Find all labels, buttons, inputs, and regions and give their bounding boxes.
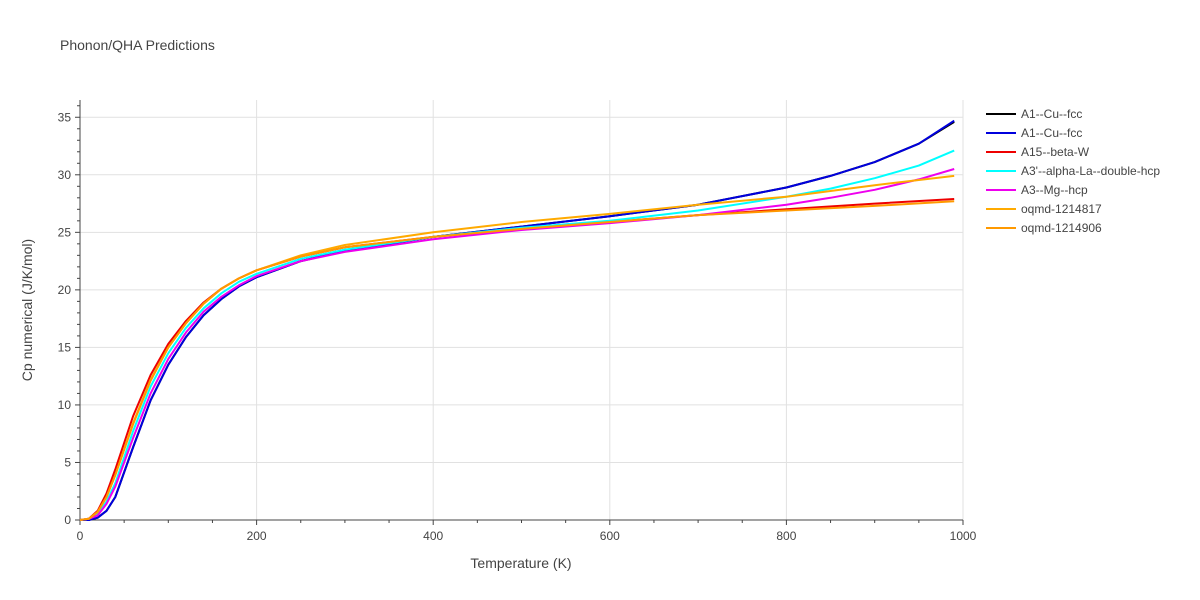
legend-label: A1--Cu--fcc: [1021, 107, 1082, 121]
x-tick-label: 400: [423, 529, 443, 543]
x-tick-label: 800: [776, 529, 796, 543]
y-tick-label: 30: [58, 168, 72, 182]
series-line-1: [80, 121, 955, 521]
grid: [80, 100, 964, 520]
y-tick-label: 25: [58, 225, 72, 239]
y-tick-label: 15: [58, 340, 72, 354]
legend-item-6[interactable]: oqmd-1214817: [986, 202, 1102, 216]
series-line-3: [79, 198, 955, 521]
series-line-7: [79, 200, 955, 521]
legend-label: A3'--alpha-La--double-hcp: [1021, 164, 1160, 178]
legend-item-3[interactable]: A15--beta-W: [986, 145, 1090, 159]
legend-item-5[interactable]: A3--Mg--hcp: [986, 183, 1088, 197]
series-group: [79, 119, 955, 521]
legend[interactable]: A1--Cu--fcc A1--Cu--fcc A15--beta-W A3'--al…: [986, 107, 1160, 235]
legend-item-7[interactable]: oqmd-1214906: [986, 221, 1102, 235]
legend-label: oqmd-1214817: [1021, 202, 1102, 216]
y-tick-label: 0: [64, 513, 71, 527]
x-axis-title: Temperature (K): [470, 555, 571, 571]
y-tick-label: 5: [64, 455, 71, 469]
y-tick-label: 10: [58, 398, 72, 412]
chart-title: Phonon/QHA Predictions: [60, 37, 215, 53]
legend-item-4[interactable]: A3'--alpha-La--double-hcp: [986, 164, 1160, 178]
axes: 0 200 400 600 800 1000 0 5 10 15 20 25 30 35: [58, 100, 977, 543]
legend-label: A1--Cu--fcc: [1021, 126, 1082, 140]
x-tick-label: 600: [600, 529, 620, 543]
y-axis-title: Cp numerical (J/K/mol): [19, 239, 35, 381]
series-line-5: [79, 168, 955, 521]
x-tick-label: 200: [247, 529, 267, 543]
y-tick-label: 35: [58, 110, 72, 124]
legend-label: A15--beta-W: [1021, 145, 1090, 159]
series-line-2: [80, 119, 955, 521]
legend-label: A3--Mg--hcp: [1021, 183, 1088, 197]
legend-item-1[interactable]: A1--Cu--fcc: [986, 107, 1082, 121]
legend-item-2[interactable]: A1--Cu--fcc: [986, 126, 1082, 140]
x-tick-label: 1000: [950, 529, 977, 543]
x-tick-label: 0: [77, 529, 84, 543]
y-tick-label: 20: [58, 283, 72, 297]
legend-label: oqmd-1214906: [1021, 221, 1102, 235]
